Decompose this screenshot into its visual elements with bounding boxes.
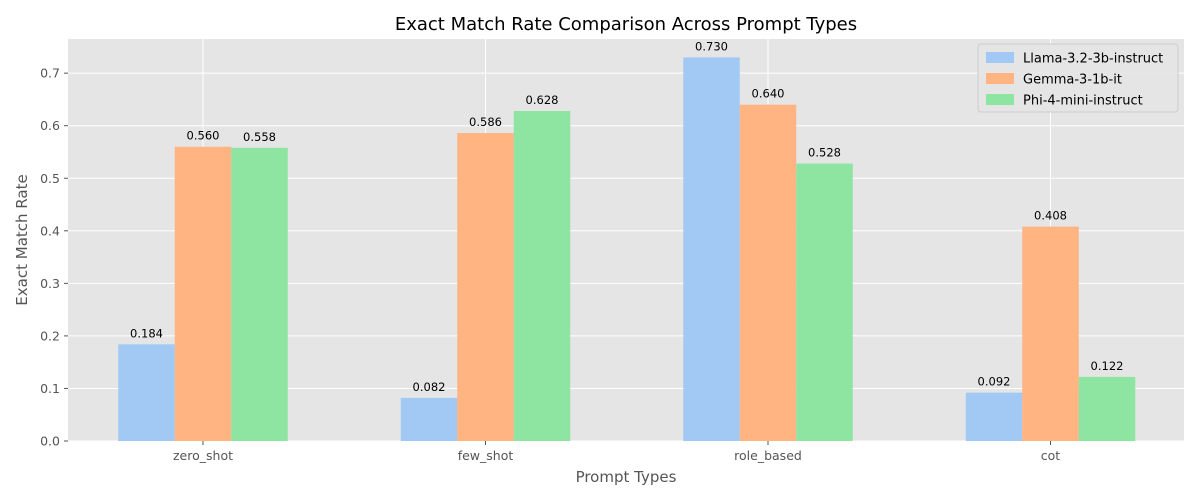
- bar: [457, 133, 514, 441]
- bar-value-label: 0.184: [130, 326, 163, 340]
- bar-value-label: 0.408: [1034, 209, 1067, 223]
- bar: [739, 104, 797, 441]
- legend-swatch: [986, 73, 1014, 84]
- x-tick-label: few_shot: [458, 448, 514, 463]
- legend-box: [977, 43, 1179, 113]
- y-tick-label: 0.6: [40, 118, 60, 133]
- legend-swatch: [986, 94, 1014, 105]
- bar: [513, 110, 571, 441]
- bar-value-label: 0.586: [469, 115, 502, 129]
- legend-label: Phi-4-mini-instruct: [1023, 94, 1143, 109]
- bar: [400, 397, 458, 441]
- y-tick-label: 0.7: [40, 66, 60, 81]
- bar-value-label: 0.122: [1091, 359, 1124, 373]
- legend: Llama-3.2-3b-instruct Gemma-3-1b-it Phi-4-…: [977, 43, 1179, 113]
- y-tick-label: 0.3: [40, 276, 60, 291]
- bar-value-label: 0.628: [526, 93, 559, 107]
- bar: [683, 57, 740, 442]
- y-tick-label: 0.5: [40, 171, 60, 186]
- x-tick-label: cot: [1041, 448, 1061, 463]
- legend-label: Gemma-3-1b-it: [1023, 73, 1122, 88]
- chart-title: Exact Match Rate Comparison Across Promp…: [395, 14, 857, 35]
- x-tick-label: role_based: [734, 448, 802, 463]
- legend-swatch: [986, 52, 1014, 63]
- bar-value-label: 0.528: [808, 146, 841, 160]
- bar-value-label: 0.558: [243, 130, 276, 144]
- y-axis-label: Exact Match Rate: [13, 174, 31, 305]
- bar: [118, 344, 175, 441]
- bars: [118, 57, 1136, 442]
- y-axis-ticks: 0.0 0.1 0.2 0.3 0.4 0.5 0.6 0.7: [40, 66, 68, 449]
- y-tick-label: 0.0: [40, 434, 60, 449]
- value-labels: 0.184 0.082 0.730 0.092 0.560 0.586 0.640 0.408…: [130, 39, 1123, 394]
- bar: [174, 146, 232, 441]
- bar-value-label: 0.640: [752, 87, 785, 101]
- x-axis-label: Prompt Types: [576, 468, 677, 486]
- bar-value-label: 0.092: [978, 375, 1011, 389]
- x-axis-ticks: zero_shot few_shot role_based cot: [173, 441, 1060, 463]
- bar: [1022, 226, 1079, 441]
- bar-value-label: 0.082: [413, 380, 446, 394]
- bar: [231, 147, 288, 441]
- bar: [965, 392, 1023, 441]
- y-tick-label: 0.1: [40, 381, 60, 396]
- y-tick-label: 0.4: [40, 223, 60, 238]
- bar: [796, 163, 853, 441]
- bar: [1078, 376, 1136, 441]
- bar-value-label: 0.560: [187, 129, 220, 143]
- bar-value-label: 0.730: [695, 39, 728, 53]
- legend-label: Llama-3.2-3b-instruct: [1023, 52, 1163, 67]
- x-tick-label: zero_shot: [173, 448, 233, 463]
- y-tick-label: 0.2: [40, 328, 60, 343]
